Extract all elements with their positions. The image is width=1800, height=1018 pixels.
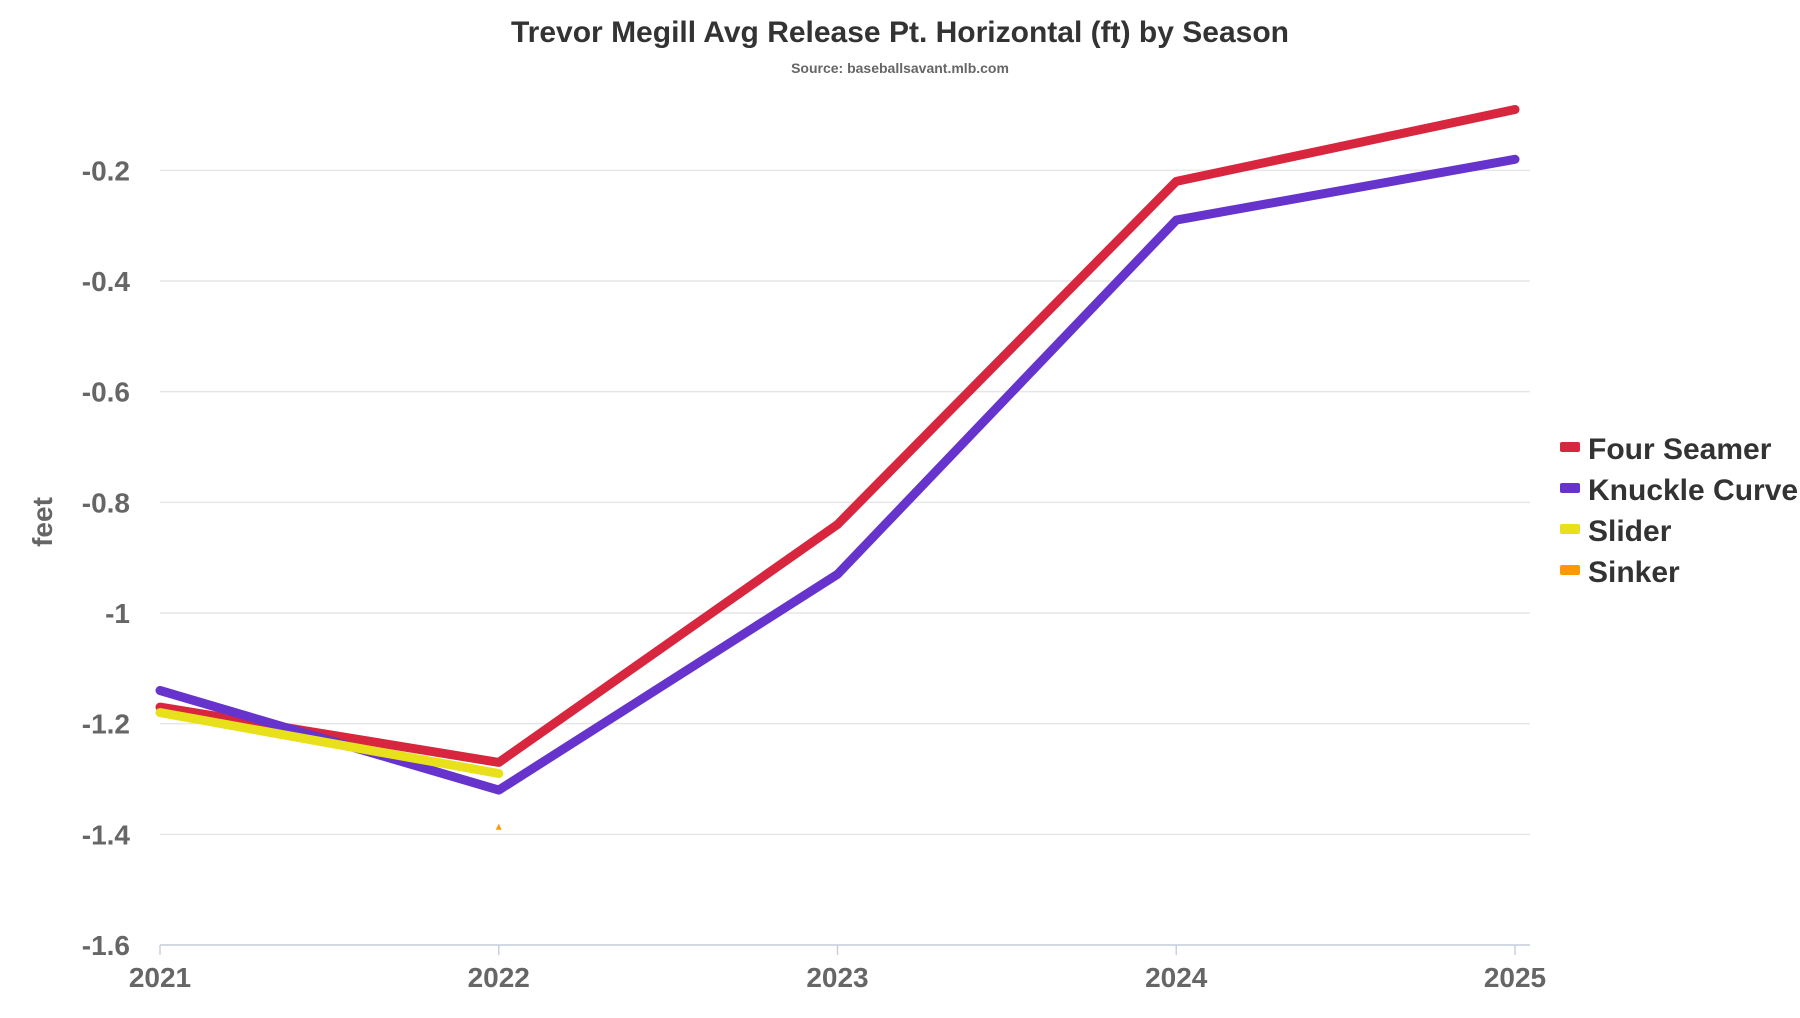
gridlines: [160, 170, 1530, 945]
legend-label: Sinker: [1588, 556, 1680, 589]
series-line-slider: [160, 713, 499, 774]
y-tick-label: -1.2: [82, 709, 130, 740]
data-point: [496, 824, 502, 830]
y-axis-ticks: -0.2 -0.4 -0.6 -0.8 -1 -1.2 -1.4 -1.6: [82, 155, 131, 961]
legend-item-slider[interactable]: Slider: [1560, 515, 1672, 548]
y-tick-label: -0.2: [82, 155, 130, 186]
chart-title: Trevor Megill Avg Release Pt. Horizontal…: [511, 16, 1289, 49]
x-tick-label: 2023: [806, 962, 868, 993]
y-axis-label: feet: [27, 497, 58, 547]
legend-swatch: [1560, 442, 1580, 452]
y-tick-label: -1.4: [82, 819, 131, 850]
x-tick-label: 2025: [1484, 962, 1546, 993]
legend-item-knuckle-curve[interactable]: Knuckle Curve: [1560, 474, 1798, 507]
y-tick-label: -1: [105, 598, 130, 629]
series-lines: [160, 109, 1515, 829]
x-tick-label: 2022: [468, 962, 530, 993]
legend-item-sinker[interactable]: Sinker: [1560, 556, 1680, 589]
legend[interactable]: Four Seamer Knuckle Curve Slider Sinker: [1560, 433, 1798, 589]
legend-label: Slider: [1588, 515, 1672, 548]
legend-label: Knuckle Curve: [1588, 474, 1798, 507]
legend-label: Four Seamer: [1588, 433, 1772, 466]
x-tick-label: 2021: [129, 962, 191, 993]
x-tick-label: 2024: [1145, 962, 1208, 993]
y-tick-label: -1.6: [82, 930, 130, 961]
x-axis-ticks: 2021 2022 2023 2024 2025: [129, 945, 1546, 993]
series-line-four-seamer: [160, 110, 1515, 763]
legend-swatch: [1560, 483, 1580, 493]
y-tick-label: -0.8: [82, 487, 130, 518]
chart-subtitle: Source: baseballsavant.mlb.com: [791, 60, 1009, 76]
y-tick-label: -0.4: [82, 266, 131, 297]
legend-swatch: [1560, 524, 1580, 534]
series-line-knuckle-curve: [160, 159, 1515, 790]
y-tick-label: -0.6: [82, 377, 130, 408]
legend-item-four-seamer[interactable]: Four Seamer: [1560, 433, 1772, 466]
legend-swatch: [1560, 565, 1580, 575]
